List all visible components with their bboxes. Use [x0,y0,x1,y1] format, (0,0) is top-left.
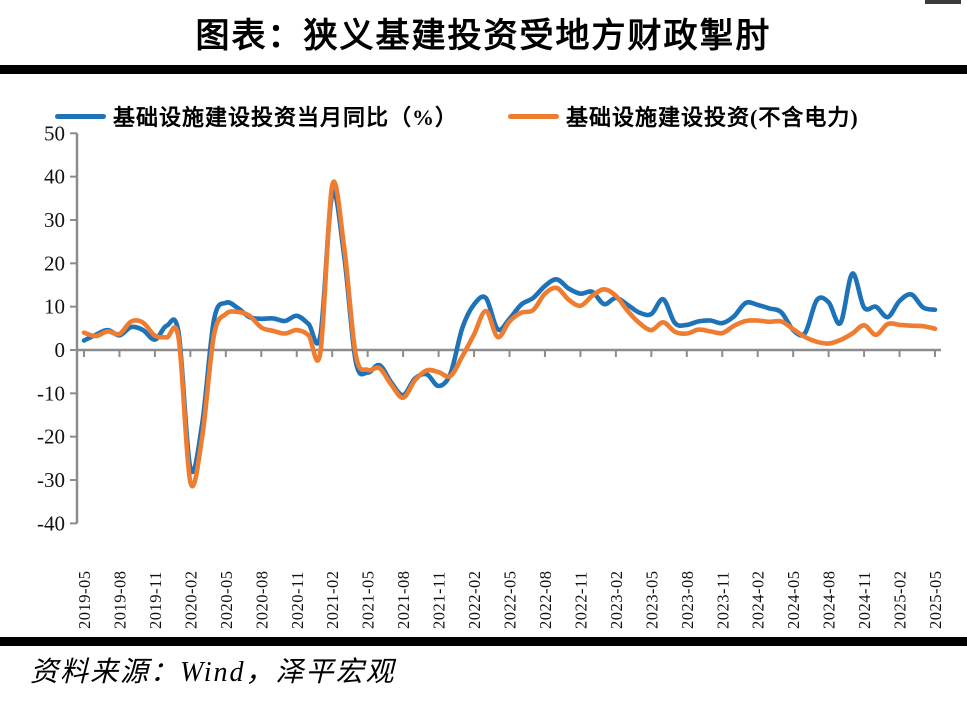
svg-text:-10: -10 [37,381,65,405]
svg-text:2024-11: 2024-11 [855,571,874,629]
svg-text:2023-02: 2023-02 [607,571,626,630]
svg-text:2025-05: 2025-05 [926,571,945,630]
svg-text:2021-02: 2021-02 [323,571,342,630]
legend-label: 基础设施建设投资当月同比（%） [113,105,459,130]
svg-text:2020-08: 2020-08 [252,571,271,630]
svg-text:2024-05: 2024-05 [784,571,803,630]
legend-item-excl-electricity: 基础设施建设投资(不含电力) [508,100,859,132]
svg-text:2022-05: 2022-05 [501,571,520,630]
top-divider [0,65,967,74]
svg-text:2023-05: 2023-05 [642,571,661,630]
svg-text:2021-08: 2021-08 [394,571,413,630]
svg-text:2020-05: 2020-05 [217,571,236,630]
svg-text:2023-08: 2023-08 [678,571,697,630]
legend-label: 基础设施建设投资(不含电力) [566,105,859,130]
svg-text:2021-05: 2021-05 [359,571,378,630]
svg-text:2021-11: 2021-11 [430,571,449,629]
svg-text:2024-08: 2024-08 [820,571,839,630]
svg-text:-30: -30 [37,468,65,492]
svg-text:2025-02: 2025-02 [891,571,910,630]
corner-mark [925,0,961,4]
chart-title: 图表：狭义基建投资受地方财政掣肘 [195,18,772,55]
legend-swatch-blue-line-icon [55,113,106,119]
legend-swatch-orange-line-icon [508,113,560,119]
svg-text:-40: -40 [37,511,65,535]
svg-text:2024-02: 2024-02 [749,571,768,630]
svg-text:20: 20 [44,251,65,275]
svg-text:2019-08: 2019-08 [110,571,129,630]
svg-text:50: 50 [44,121,65,145]
legend: 基础设施建设投资当月同比（%） 基础设施建设投资(不含电力) [55,100,859,132]
svg-text:2023-11: 2023-11 [713,571,732,629]
svg-text:2020-02: 2020-02 [181,571,200,630]
svg-text:2019-11: 2019-11 [146,571,165,629]
svg-text:2020-11: 2020-11 [288,571,307,629]
bottom-divider [0,637,967,646]
source-note: 资料来源：Wind，泽平宏观 [30,657,396,688]
svg-text:0: 0 [55,338,66,362]
legend-item-monthly-yoy: 基础设施建设投资当月同比（%） [55,100,458,132]
svg-text:10: 10 [44,295,65,319]
svg-text:2022-08: 2022-08 [536,571,555,630]
svg-text:-20: -20 [37,425,65,449]
svg-text:40: 40 [44,165,65,189]
svg-text:2022-11: 2022-11 [571,571,590,629]
svg-text:2022-02: 2022-02 [465,571,484,630]
svg-text:30: 30 [44,208,65,232]
svg-text:2019-05: 2019-05 [75,571,94,630]
